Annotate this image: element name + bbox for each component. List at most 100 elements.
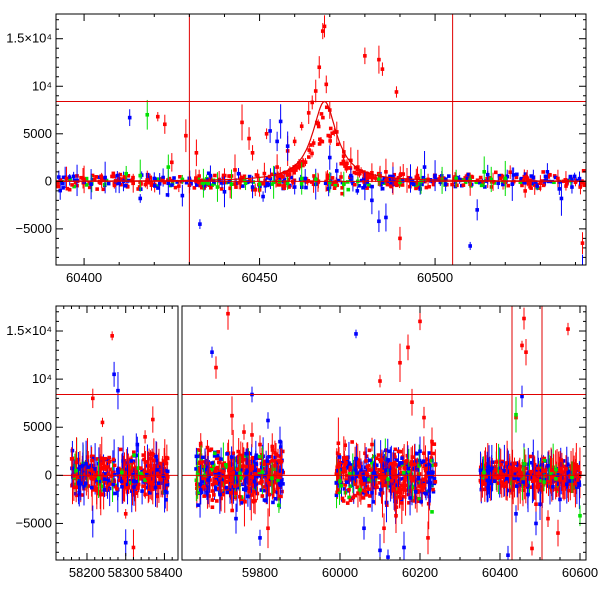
bottom-red-point: [260, 453, 264, 457]
bottom-blue-point: [164, 490, 169, 495]
bottom-red-point: [524, 466, 529, 471]
top-blue-point: [241, 184, 245, 188]
bottom-red-point: [110, 334, 114, 338]
top-red-point: [405, 178, 409, 183]
bottom-blue-point: [220, 472, 224, 476]
top-red-point: [239, 178, 243, 182]
bottom-red-point: [541, 468, 545, 473]
bottom-blue-point: [113, 472, 117, 477]
bottom-red-point: [157, 485, 161, 490]
bottom-red-point: [269, 454, 274, 459]
bottom-blue-point: [194, 467, 198, 471]
top-red-point: [320, 29, 325, 33]
bottom-blue-point: [371, 479, 376, 484]
bottom-blue-point: [102, 487, 107, 492]
bottom-green-point: [430, 458, 434, 463]
bottom-red-point: [272, 477, 276, 482]
top-green-point: [285, 181, 290, 186]
bottom-red-point: [228, 465, 233, 469]
top-blue-point: [175, 180, 180, 184]
bottom-red-point: [231, 451, 235, 456]
bottom-red-point: [202, 494, 206, 498]
bottom-blue-point: [120, 485, 124, 489]
bottom-red-point: [356, 461, 361, 466]
top-green-point: [333, 183, 338, 188]
bottom-red-point: [270, 459, 274, 463]
bottom-green-point: [496, 467, 501, 471]
top-red-point: [415, 173, 420, 178]
top-red-point: [79, 175, 83, 180]
bottom-red-point: [119, 468, 123, 473]
bottom-red-point: [151, 453, 155, 458]
bottom-red-point: [353, 493, 358, 498]
bottom-red-point: [205, 445, 210, 450]
bottom-red-point: [129, 471, 134, 476]
bottom-blue-point: [551, 485, 555, 489]
bottom-red-point: [216, 450, 220, 454]
bottom-red-point: [424, 470, 429, 475]
bottom-blue-point: [90, 519, 95, 524]
bottom-red-point: [393, 447, 398, 452]
bottom-red-point: [396, 449, 401, 454]
bottom-red-point: [547, 480, 552, 484]
top-red-point: [328, 134, 332, 139]
bottom-red-point: [122, 479, 127, 484]
top-red-point: [178, 175, 182, 179]
top-blue-point: [58, 188, 63, 193]
bottom-green-point: [410, 485, 415, 490]
bottom-green-point: [542, 480, 546, 484]
top-blue-point: [349, 173, 353, 178]
top-red-point: [335, 183, 339, 188]
top-blue-point: [359, 178, 364, 183]
top-red-point: [346, 166, 351, 170]
bottom-blue-point: [259, 465, 264, 470]
bottom-red-point: [518, 469, 522, 473]
bottom-blue-point: [116, 388, 120, 393]
top-red-point: [130, 178, 135, 182]
bottom-red-point: [559, 458, 564, 462]
top-green-point: [271, 180, 276, 185]
bottom-red-point: [250, 475, 255, 479]
bottom-red-point: [430, 439, 434, 444]
bottom-red-point: [118, 447, 123, 452]
bottom-red-point: [384, 479, 389, 483]
bottom-red-point: [484, 474, 489, 479]
top-green-point: [416, 182, 420, 186]
top-blue-point: [577, 176, 582, 181]
bottom-red-point: [426, 466, 430, 471]
bottom-blue-point: [279, 479, 284, 483]
bottom-red-point: [511, 487, 515, 492]
top-green-point: [166, 165, 171, 169]
top-green-point: [201, 181, 206, 186]
bottom-red-point: [415, 465, 420, 469]
top-blue-point: [457, 177, 462, 182]
top-blue-point: [466, 172, 471, 177]
top-red-point: [102, 178, 106, 182]
top-red-point: [199, 185, 204, 190]
top-blue-point: [222, 189, 227, 194]
top-red-point: [99, 178, 104, 183]
bottom-red-point: [271, 484, 275, 489]
bottom-red-point: [377, 457, 382, 462]
bottom-blue-point: [102, 477, 107, 482]
bottom-red-point: [264, 470, 269, 475]
bottom-red-point: [112, 463, 117, 468]
bottom-red-point: [520, 472, 525, 476]
top-green-point: [454, 176, 458, 181]
top-blue-point: [523, 181, 527, 185]
top-red-point: [317, 65, 322, 70]
bottom-red-point: [387, 466, 391, 471]
top-red-point: [167, 176, 172, 181]
top-blue-point: [334, 169, 339, 173]
bottom-red-point: [576, 468, 581, 472]
top-red-point: [282, 170, 287, 175]
top-blue-point: [263, 183, 268, 188]
bottom-blue-point: [131, 472, 135, 477]
bottom-green-point: [481, 466, 486, 470]
bottom-red-point: [148, 452, 153, 457]
bottom-blue-point: [515, 484, 519, 488]
top-blue-point: [380, 180, 385, 185]
top-red-point: [582, 183, 586, 188]
bottom-blue-point: [254, 475, 259, 479]
bottom-red-point: [493, 475, 498, 479]
